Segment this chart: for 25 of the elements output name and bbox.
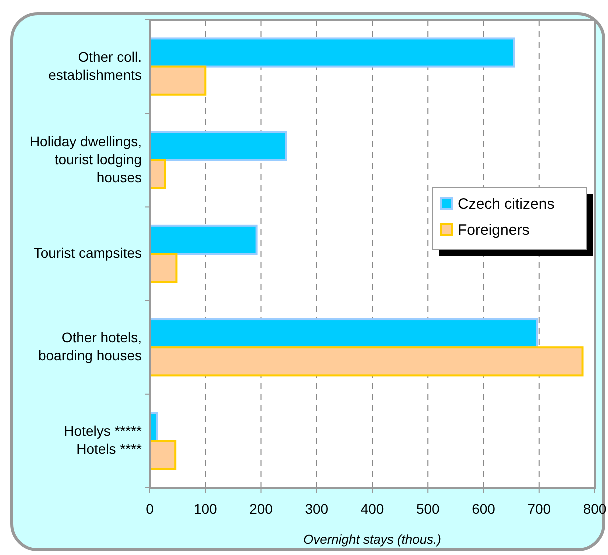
bar (149, 224, 258, 255)
x-axis-title: Overnight stays (thous.) (304, 532, 442, 547)
x-tick-label: 100 (194, 501, 218, 517)
bar (149, 318, 538, 349)
x-tick-label: 800 (583, 501, 607, 517)
bar (149, 38, 516, 68)
bar (149, 66, 207, 96)
bar (149, 440, 177, 470)
x-tick-label: 0 (146, 501, 154, 517)
y-tick-label: Holiday dwellings, tourist lodging houses (30, 133, 142, 186)
x-tick-label: 700 (528, 501, 552, 517)
x-tick-label: 200 (250, 501, 274, 517)
bar (149, 346, 584, 377)
legend-label: Czech citizens (458, 196, 555, 213)
x-tick-label: 600 (472, 501, 496, 517)
x-tick-label: 400 (360, 501, 384, 517)
bar (149, 131, 288, 162)
bar (149, 253, 178, 284)
y-tick-label: Hotelys ***** Hotels **** (64, 422, 143, 457)
y-tick-label: Other hotels, boarding houses (38, 329, 142, 364)
y-tick-label: Tourist campsites (34, 244, 142, 261)
x-tick-label: 300 (305, 501, 329, 517)
legend-label: Foreigners (458, 222, 530, 239)
x-tick-label: 500 (416, 501, 440, 517)
y-tick-label: Other coll. establishments (48, 48, 142, 83)
